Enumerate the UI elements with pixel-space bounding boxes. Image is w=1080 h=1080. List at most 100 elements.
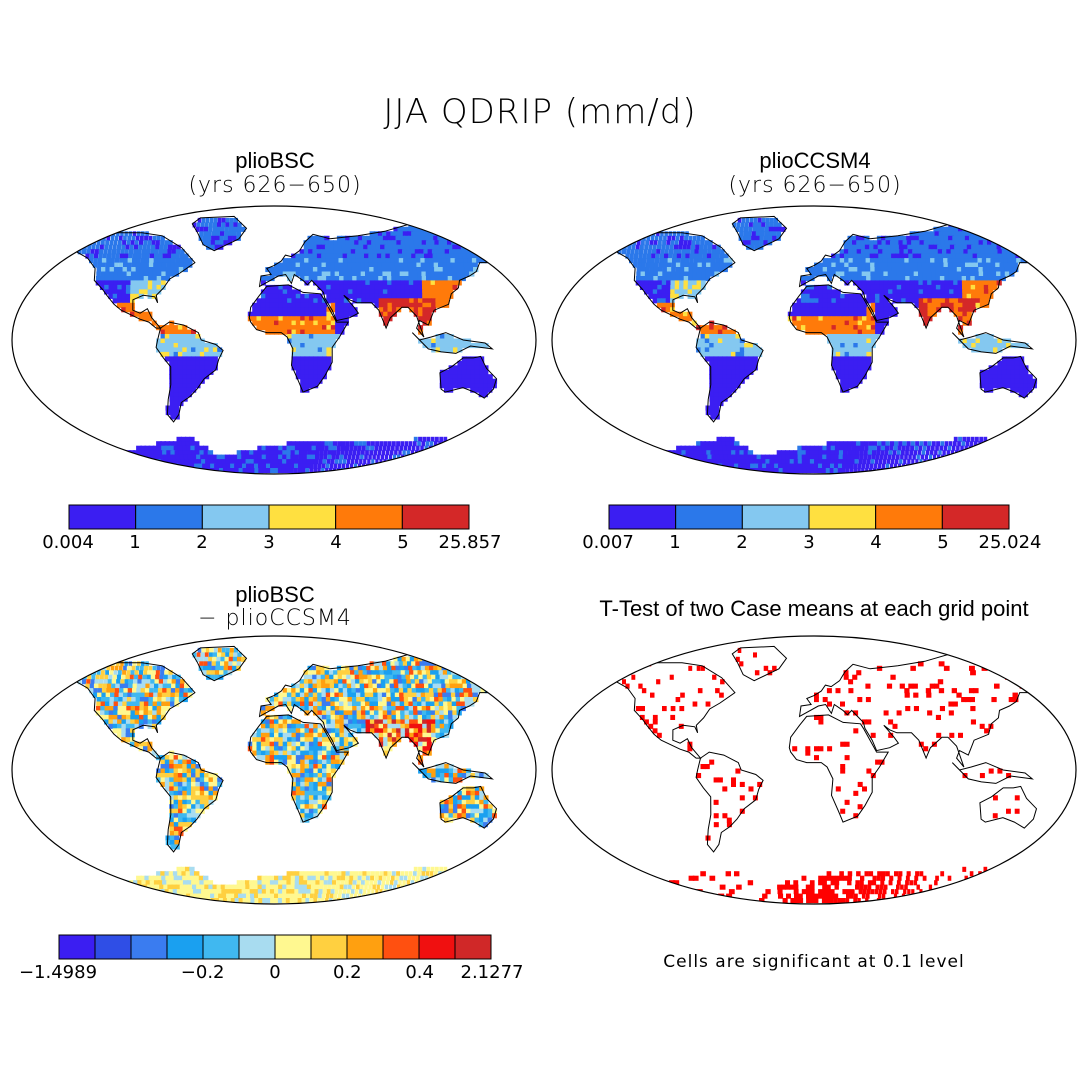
map-cell <box>789 454 795 460</box>
map-cell <box>124 249 129 255</box>
map-cell <box>696 280 702 286</box>
map-cell <box>356 276 362 282</box>
map-cell <box>157 258 163 264</box>
map-cell <box>865 463 870 469</box>
map-cell <box>169 325 175 331</box>
map-cell <box>856 253 862 259</box>
map-cell <box>961 267 967 273</box>
map-cell <box>661 244 666 250</box>
map-cell <box>749 459 755 465</box>
map-cell <box>669 244 674 250</box>
map-cell <box>343 262 349 268</box>
map-cell <box>625 454 633 460</box>
map-cell <box>199 347 205 353</box>
map-cell <box>349 463 354 469</box>
map-cell <box>857 334 863 340</box>
map-cell <box>800 311 806 317</box>
map-cell <box>274 302 279 308</box>
map-cell <box>192 652 197 658</box>
map-cell <box>809 316 815 322</box>
map-cell <box>785 450 790 456</box>
map-cell <box>630 249 635 255</box>
map-cell <box>269 289 275 295</box>
map-cell <box>233 459 239 465</box>
map-cell <box>1039 445 1043 451</box>
map-cell <box>866 356 872 362</box>
map-cell <box>335 454 340 460</box>
map-cell <box>444 298 450 304</box>
map-cell <box>853 316 859 322</box>
map-cell <box>641 468 650 474</box>
map-cell <box>478 445 482 451</box>
map-cell <box>942 231 949 237</box>
map-cell <box>944 298 950 304</box>
map-cell <box>908 454 912 460</box>
map-cell <box>1006 374 1011 380</box>
map-cell <box>141 253 146 259</box>
map-cell <box>469 244 476 250</box>
map-cell <box>688 267 694 273</box>
map-cell <box>421 276 427 282</box>
map-cell <box>809 302 815 308</box>
map-cell <box>313 365 319 371</box>
map-cell <box>300 347 306 353</box>
map-cell <box>274 445 279 451</box>
map-cell <box>444 459 447 465</box>
map-cell <box>461 365 467 371</box>
map-cell <box>966 307 972 313</box>
map-cell <box>178 396 184 402</box>
map-cell <box>241 459 247 465</box>
map-cell <box>814 262 819 268</box>
map-cell <box>731 374 737 380</box>
map-cell <box>674 240 679 246</box>
map-cell <box>226 463 232 469</box>
map-cell <box>291 351 297 357</box>
map-cell <box>438 454 441 460</box>
map-cell <box>662 463 670 469</box>
map-cell <box>224 231 229 237</box>
map-cell <box>123 258 128 264</box>
map-cell <box>983 450 987 456</box>
map-cell <box>435 289 441 295</box>
map-cell <box>146 463 153 469</box>
map-cell <box>848 329 854 335</box>
map-cell <box>876 235 883 241</box>
map-cell <box>394 231 401 237</box>
map-cell <box>54 240 59 246</box>
map-cell <box>830 463 835 469</box>
map-cell <box>307 445 312 451</box>
map-cell <box>805 293 811 299</box>
map-cell <box>891 267 897 273</box>
map-cell <box>835 293 841 299</box>
map-cell <box>380 454 384 460</box>
map-cell <box>827 284 833 290</box>
map-cell <box>857 329 863 335</box>
map-cell <box>453 369 458 375</box>
map-cell <box>400 284 406 290</box>
map-cell <box>709 360 715 366</box>
map-cell <box>308 320 314 326</box>
map-cell <box>702 258 707 264</box>
map-cell <box>256 298 262 304</box>
map-cell <box>683 271 689 277</box>
map-cell <box>447 267 453 273</box>
map-cell <box>445 445 449 451</box>
map-cell <box>968 258 975 264</box>
map-cell <box>257 459 263 465</box>
map-cell <box>909 267 915 273</box>
map-cell <box>768 454 775 460</box>
map-cell <box>739 231 744 237</box>
map-cell <box>495 454 498 460</box>
map-cell <box>604 454 612 460</box>
map-cell <box>844 338 850 344</box>
map-cell <box>978 267 984 273</box>
figure-title: JJA QDRIP (mm/d) <box>383 92 697 132</box>
map-cell <box>722 387 728 393</box>
map-cell <box>73 454 81 460</box>
map-cell <box>208 351 214 357</box>
map-cell <box>313 325 319 331</box>
map-cell <box>27 454 36 460</box>
map-cell <box>726 378 732 384</box>
map-cell <box>58 463 67 469</box>
map-cell <box>347 280 353 286</box>
